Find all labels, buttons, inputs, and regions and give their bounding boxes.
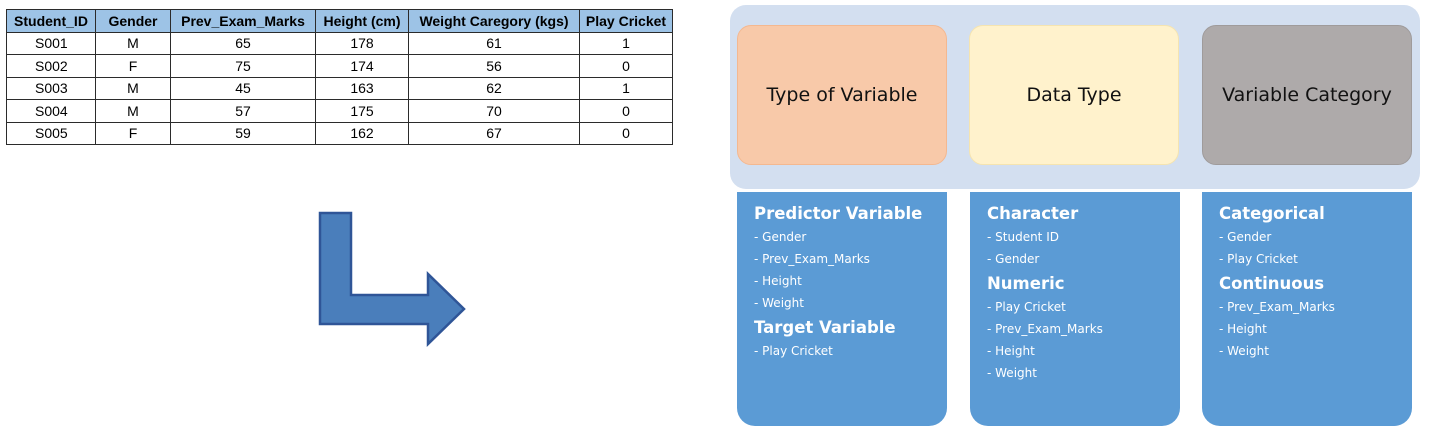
header-weight-category: Weight Caregory (kgs) xyxy=(408,9,580,33)
cell-weight-category: 67 xyxy=(408,121,580,145)
bent-arrow-icon xyxy=(318,211,466,347)
character-title: Character xyxy=(987,204,1079,223)
cell-student-id: S001 xyxy=(6,31,96,55)
cell-prev-exam-marks: 65 xyxy=(170,31,316,55)
cell-prev-exam-marks: 59 xyxy=(170,121,316,145)
cell-student-id: S004 xyxy=(6,99,96,123)
cell-gender: M xyxy=(95,99,171,123)
cell-prev-exam-marks: 57 xyxy=(170,99,316,123)
bent-arrow-shape xyxy=(318,211,466,347)
list-item: - Gender xyxy=(987,252,1040,266)
list-item: - Height xyxy=(754,274,802,288)
table-row: S005 F 59 162 67 0 xyxy=(6,121,673,145)
list-item: - Height xyxy=(1219,322,1267,336)
data-type-box: Data Type xyxy=(969,25,1179,165)
cell-student-id: S003 xyxy=(6,76,96,100)
cell-height: 178 xyxy=(315,31,409,55)
header-gender: Gender xyxy=(95,9,171,33)
target-variable-title: Target Variable xyxy=(754,318,896,337)
table-row: S004 M 57 175 70 0 xyxy=(6,99,673,123)
list-item: - Play Cricket xyxy=(1219,252,1298,266)
data-type-details: Character - Student ID - Gender Numeric … xyxy=(970,192,1180,426)
list-item: - Gender xyxy=(754,230,807,244)
list-item: - Student ID xyxy=(987,230,1059,244)
cell-play-cricket: 0 xyxy=(579,99,673,123)
cell-gender: F xyxy=(95,54,171,78)
list-item: - Weight xyxy=(1219,344,1269,358)
continuous-title: Continuous xyxy=(1219,274,1325,293)
list-item: - Play Cricket xyxy=(987,300,1066,314)
cell-height: 162 xyxy=(315,121,409,145)
list-item: - Weight xyxy=(987,366,1037,380)
table-header-row: Student_ID Gender Prev_Exam_Marks Height… xyxy=(6,9,673,33)
predictor-variable-title: Predictor Variable xyxy=(754,204,923,223)
list-item: - Prev_Exam_Marks xyxy=(754,252,870,266)
cell-height: 163 xyxy=(315,76,409,100)
list-item: - Height xyxy=(987,344,1035,358)
header-play-cricket: Play Cricket xyxy=(579,9,673,33)
table-row: S002 F 75 174 56 0 xyxy=(6,54,673,78)
type-of-variable-box: Type of Variable xyxy=(737,25,947,165)
list-item: - Prev_Exam_Marks xyxy=(1219,300,1335,314)
header-prev-exam-marks: Prev_Exam_Marks xyxy=(170,9,316,33)
categorical-title: Categorical xyxy=(1219,204,1325,223)
cell-weight-category: 56 xyxy=(408,54,580,78)
cell-prev-exam-marks: 75 xyxy=(170,54,316,78)
numeric-title: Numeric xyxy=(987,274,1065,293)
cell-weight-category: 62 xyxy=(408,76,580,100)
cell-student-id: S002 xyxy=(6,54,96,78)
list-item: - Play Cricket xyxy=(754,344,833,358)
list-item: - Weight xyxy=(754,296,804,310)
list-item: - Prev_Exam_Marks xyxy=(987,322,1103,336)
cell-play-cricket: 1 xyxy=(579,76,673,100)
list-item: - Gender xyxy=(1219,230,1272,244)
table-row: S003 M 45 163 62 1 xyxy=(6,76,673,100)
cell-height: 174 xyxy=(315,54,409,78)
variable-category-box: Variable Category xyxy=(1202,25,1412,165)
cell-play-cricket: 1 xyxy=(579,31,673,55)
cell-gender: F xyxy=(95,121,171,145)
header-height: Height (cm) xyxy=(315,9,409,33)
cell-prev-exam-marks: 45 xyxy=(170,76,316,100)
type-of-variable-details: Predictor Variable - Gender - Prev_Exam_… xyxy=(737,192,947,426)
cell-gender: M xyxy=(95,31,171,55)
cell-height: 175 xyxy=(315,99,409,123)
cell-play-cricket: 0 xyxy=(579,54,673,78)
variable-category-details: Categorical - Gender - Play Cricket Cont… xyxy=(1202,192,1412,426)
header-student-id: Student_ID xyxy=(6,9,96,33)
table-row: S001 M 65 178 61 1 xyxy=(6,31,673,55)
cell-play-cricket: 0 xyxy=(579,121,673,145)
cell-weight-category: 61 xyxy=(408,31,580,55)
cell-student-id: S005 xyxy=(6,121,96,145)
student-data-table: Student_ID Gender Prev_Exam_Marks Height… xyxy=(6,9,673,145)
cell-weight-category: 70 xyxy=(408,99,580,123)
cell-gender: M xyxy=(95,76,171,100)
